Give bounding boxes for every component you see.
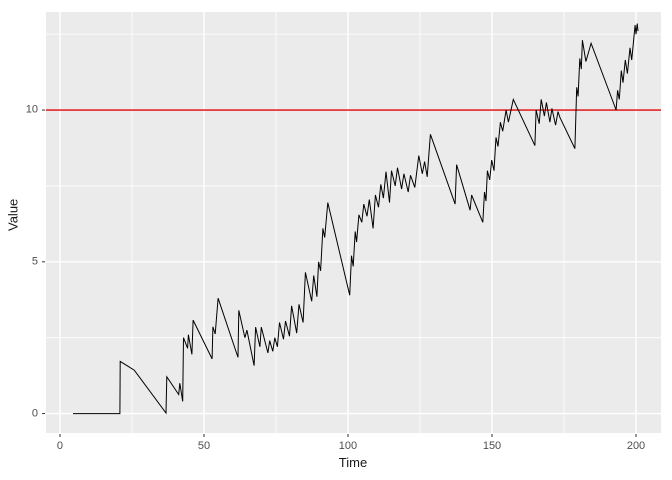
y-axis-title: Value [5, 198, 21, 231]
y-tick-label: 10 [25, 103, 38, 116]
x-tick-label: 100 [338, 440, 358, 452]
x-tick-label: 0 [56, 440, 64, 452]
x-tick-label: 150 [482, 440, 502, 452]
x-tick-label: 200 [626, 440, 646, 452]
x-tick-label: 50 [197, 440, 211, 452]
y-tick-label: 0 [31, 407, 38, 420]
x-axis-title: Time [338, 455, 368, 470]
y-tick-label: 5 [31, 255, 38, 268]
plot-panel [46, 12, 661, 433]
series-line [73, 23, 639, 415]
